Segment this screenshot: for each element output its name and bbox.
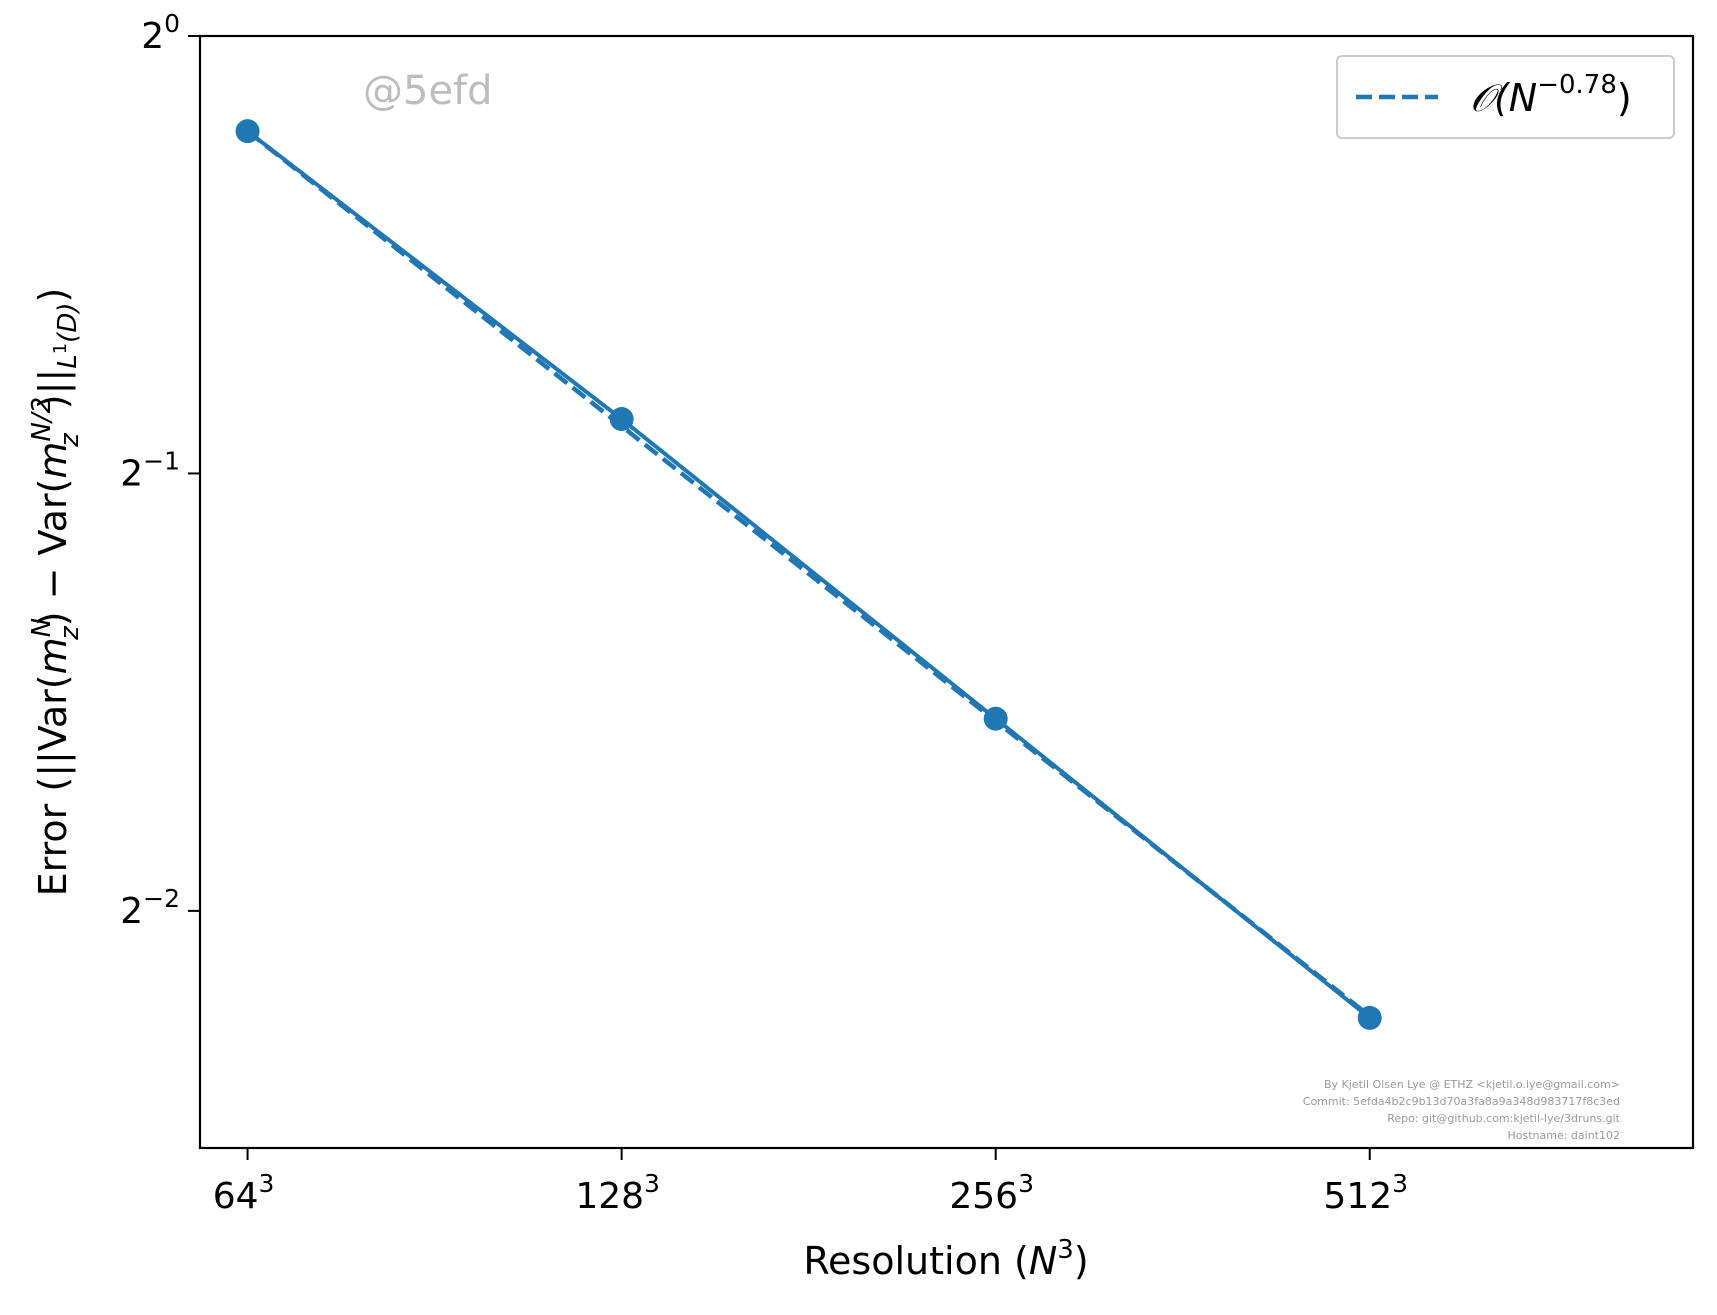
plot-background (200, 36, 1693, 1148)
y-label-norm-sub: L (53, 354, 83, 369)
y-label-norm-sub2: (D) (53, 303, 83, 343)
y-tick-exponent: −1 (143, 446, 180, 475)
legend-label-sup: −0.78 (1537, 70, 1617, 100)
watermark-text: @5efd (363, 68, 493, 114)
y-axis-ticks: 202−12−2 (120, 9, 200, 932)
legend-label-prefix: 𝒪( (1470, 76, 1511, 120)
x-tick-base: 256 (949, 1176, 1018, 1217)
data-line (246, 129, 1371, 1020)
y-label-sup: N/2 (27, 397, 57, 442)
y-tick-base: 2 (120, 453, 143, 494)
y-tick-base: 2 (120, 891, 143, 932)
legend: 𝒪(N−0.78) (1336, 55, 1675, 139)
y-label-sub: z (55, 625, 85, 641)
legend-label-var: N (1509, 76, 1537, 120)
y-label-var: m (31, 637, 75, 674)
x-axis-label-var: N (1029, 1239, 1057, 1283)
data-point (1357, 1005, 1382, 1030)
y-label-sub: z (55, 432, 85, 448)
y-label-var: m (31, 442, 75, 479)
x-tick-label: 5123 (1323, 1169, 1408, 1217)
x-axis-label-sup: 3 (1057, 1235, 1074, 1265)
data-point (609, 407, 634, 432)
x-axis-label: Resolution (N3) (803, 1235, 1088, 1283)
x-axis-ticks: 643 1283 2563 5123 (213, 1148, 1408, 1217)
y-tick-exponent: −2 (143, 884, 180, 913)
x-axis-label-prefix: Resolution ( (803, 1239, 1028, 1283)
series-layer (235, 119, 1382, 1030)
x-tick-exponent: 3 (644, 1169, 660, 1198)
x-tick-exponent: 3 (1392, 1169, 1408, 1198)
y-tick-label: 20 (141, 9, 180, 57)
y-label-part: Error (||Var( (31, 674, 76, 896)
y-label-part: ) − Var( (31, 479, 75, 627)
y-axis-label: Error (||Var(mNz) − Var(mN/2z)||L1(D)) (27, 288, 85, 897)
legend-box (1336, 55, 1675, 139)
y-label-norm-sup: 1 (50, 343, 71, 354)
fit-line (246, 129, 1372, 1018)
data-point (983, 706, 1008, 731)
x-tick-exponent: 3 (1018, 1169, 1034, 1198)
x-tick-exponent: 3 (259, 1169, 275, 1198)
legend-label-suffix: ) (1617, 76, 1632, 120)
credits-line: Commit: 5efda4b2c9b13d70a3fa8a9a348d9837… (1303, 1095, 1620, 1108)
credits-line: By Kjetil Olsen Lye @ ETHZ <kjetil.o.lye… (1324, 1078, 1620, 1091)
legend-label: 𝒪(N−0.78) (1470, 70, 1632, 120)
credits-line: Repo: git@github.com:kjetil-lye/3druns.g… (1387, 1112, 1620, 1125)
data-point (235, 119, 260, 144)
x-tick-base: 512 (1323, 1176, 1392, 1217)
y-tick-label: 2−1 (120, 446, 180, 494)
x-tick-base: 64 (213, 1176, 259, 1217)
y-label-sup: N (27, 618, 57, 637)
plot-frame (198, 34, 1695, 1150)
x-tick-label: 2563 (949, 1169, 1034, 1217)
x-tick-label: 1283 (575, 1169, 660, 1217)
x-axis-label-suffix: ) (1074, 1239, 1089, 1283)
y-tick-exponent: 0 (164, 9, 180, 38)
y-label-part: ) (31, 288, 75, 303)
y-tick-label: 2−2 (120, 884, 180, 932)
y-tick-base: 2 (141, 16, 164, 57)
x-tick-base: 128 (575, 1176, 644, 1217)
credits-block: By Kjetil Olsen Lye @ ETHZ <kjetil.o.lye… (1303, 1078, 1621, 1142)
credits-line: Hostname: daint102 (1507, 1129, 1620, 1142)
x-tick-label: 643 (213, 1169, 275, 1217)
y-label-part: )|| (31, 369, 76, 409)
